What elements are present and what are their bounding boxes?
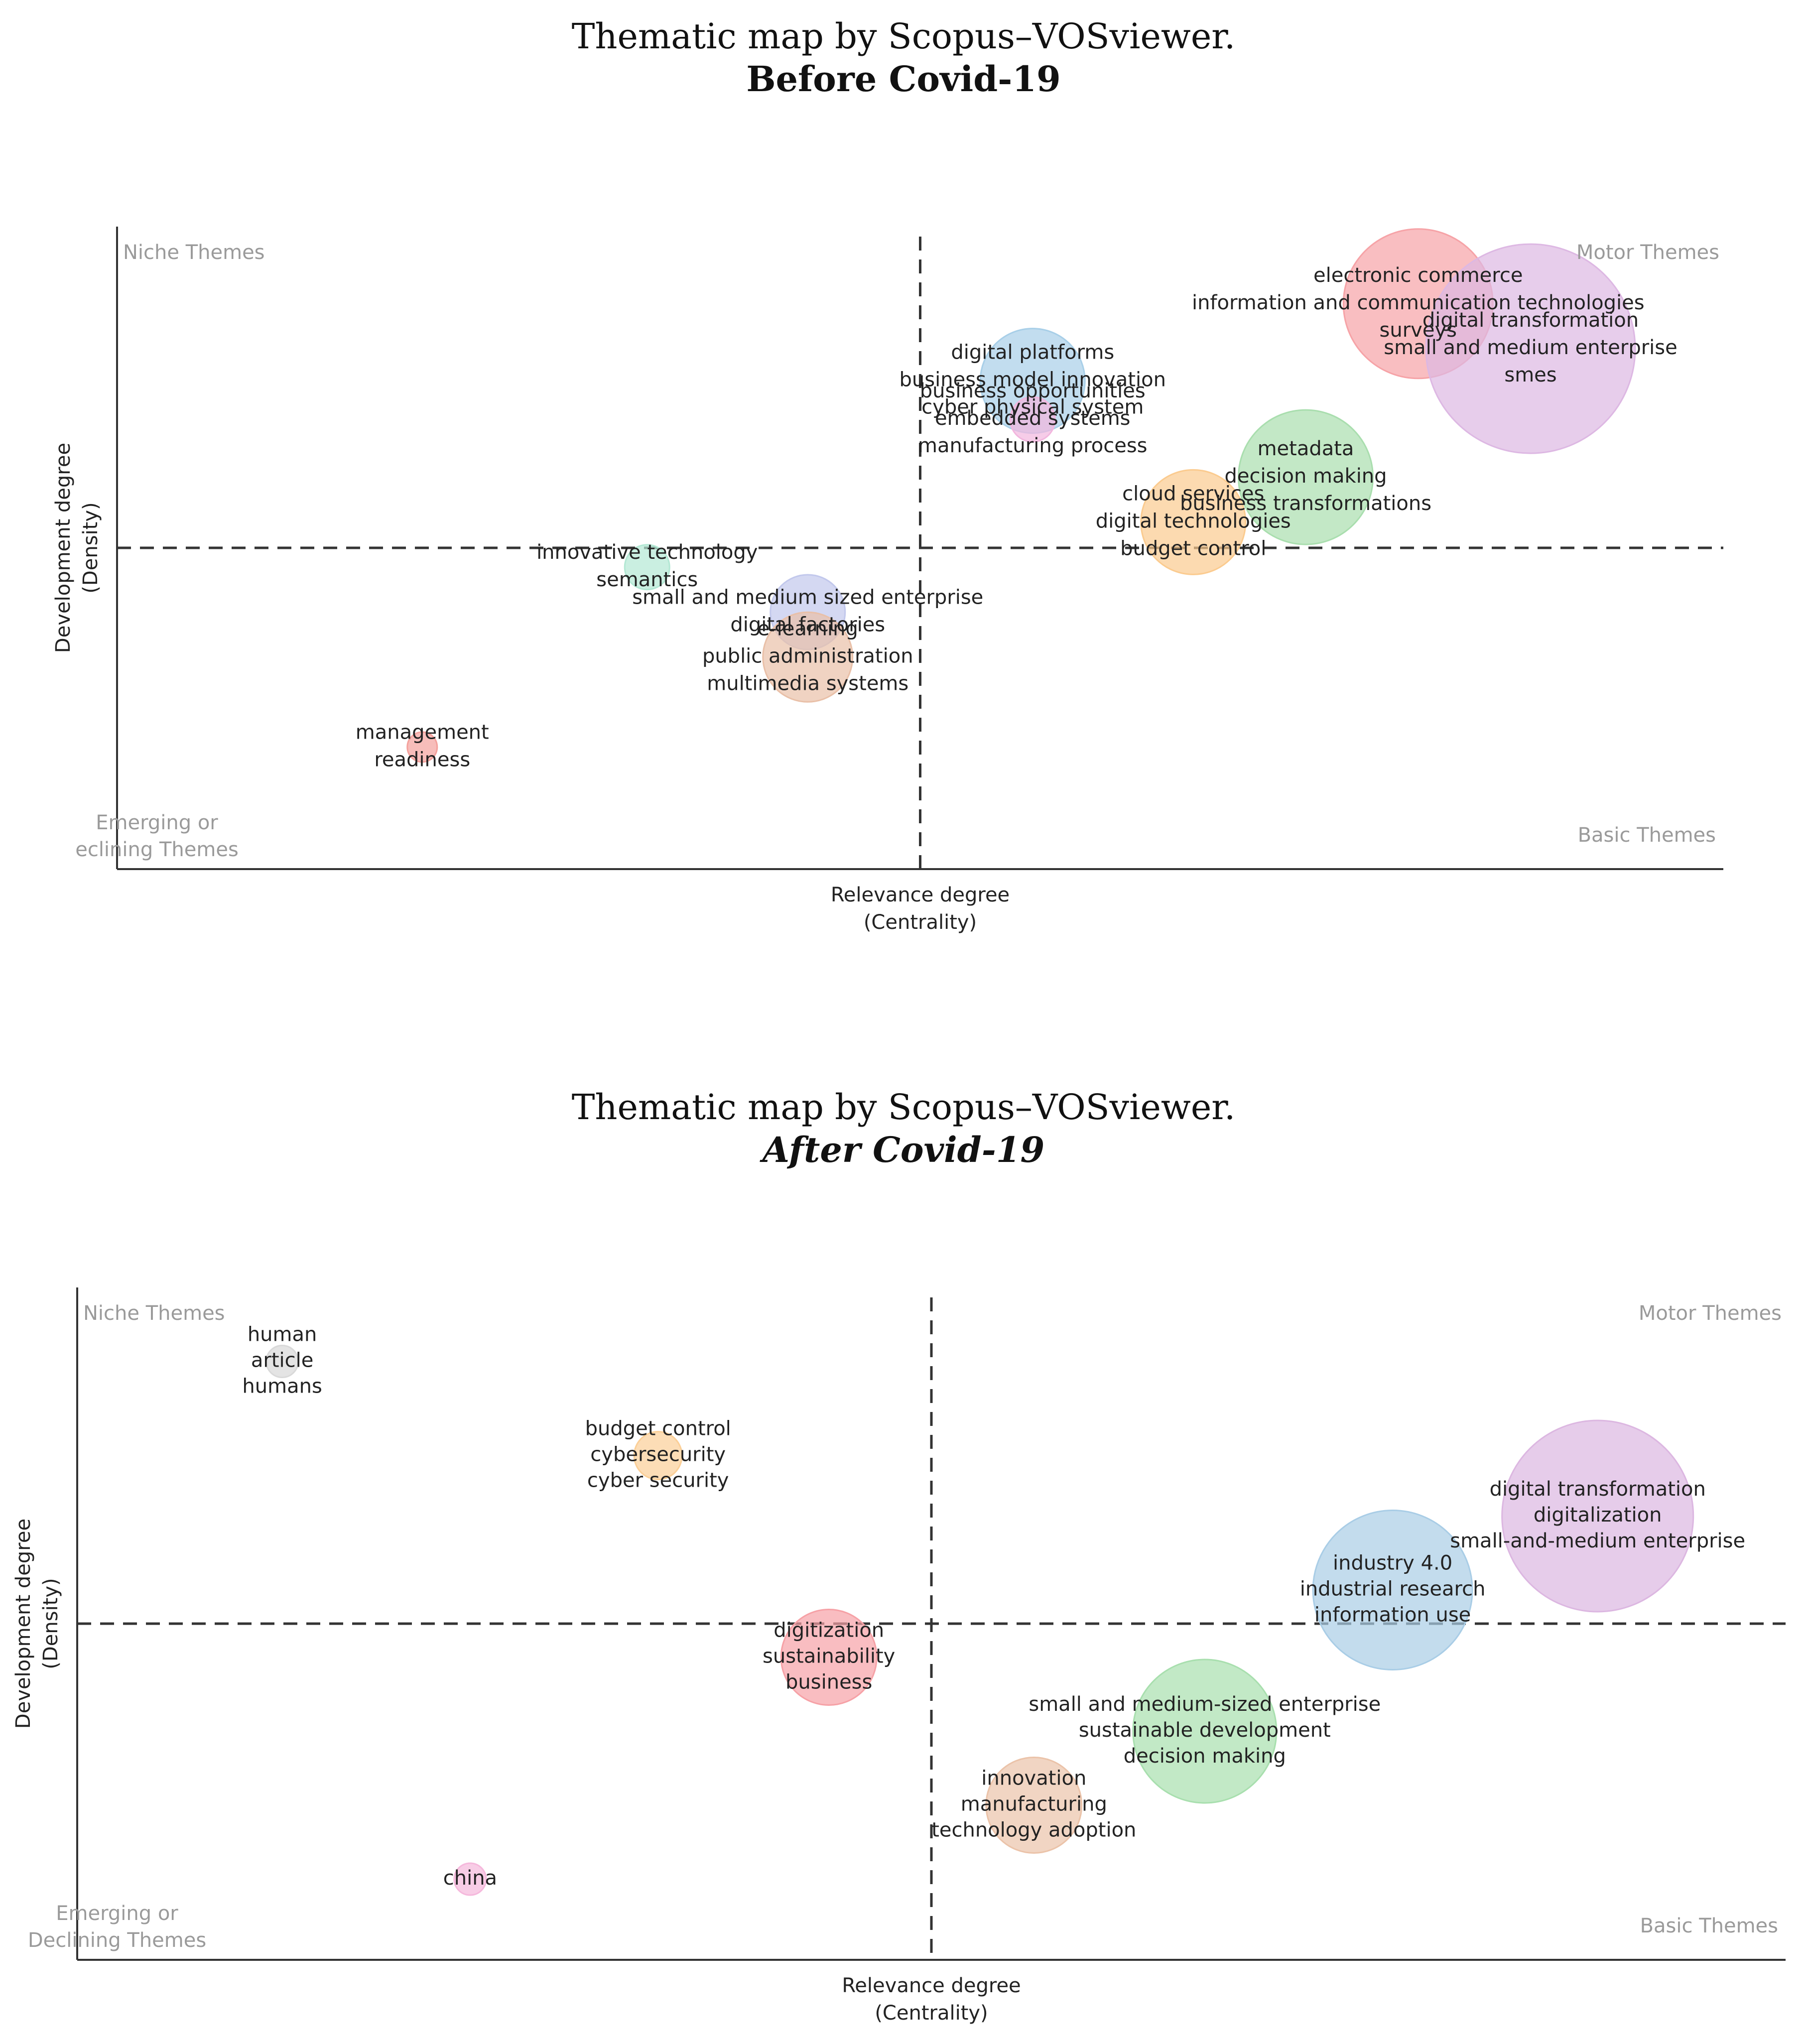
cluster-label: smes [1504,364,1556,386]
chart-subtitle: After Covid-19 [762,1129,1045,1170]
y-axis-label: Development degree [12,1519,35,1729]
y-axis-label: (Density) [39,1578,62,1669]
cluster-label: business transformations [1180,492,1431,515]
cluster-label: digitization [774,1619,884,1642]
cluster-label: manufacturing [961,1793,1107,1816]
cluster-label: industrial research [1300,1578,1486,1601]
quadrant-label-niche: Niche Themes [123,241,265,264]
cluster-label: embedded systems [935,407,1131,430]
chart-title-text: Thematic map by Scopus–VOSviewer. [571,16,1236,57]
cluster-bubble [624,544,670,591]
chart-title-text: Thematic map by Scopus–VOSviewer. [571,1087,1236,1128]
cluster-label: budget control [585,1417,731,1440]
cluster-label: surveys [1380,319,1457,342]
chart-subtitle: Before Covid-19 [746,58,1061,100]
cluster-label: cyber security [587,1469,729,1492]
cluster-label: human [248,1323,317,1346]
cluster-label: electronic commerce [1313,264,1523,287]
cluster-label: semantics [596,568,698,591]
cluster-label: information and communication technologi… [1192,291,1645,314]
cluster-label: digital factories [730,614,885,637]
cluster-bubble [985,1757,1083,1854]
cluster-label: technology adoption [931,1819,1136,1842]
x-axis-label: (Centrality) [864,911,977,934]
y-axis-label: (Density) [79,502,102,593]
cluster-bubble [633,1431,683,1480]
chart-title-before: Thematic map by Scopus–VOSviewer. Before… [0,15,1807,101]
x-axis-label: (Centrality) [875,2002,988,2025]
cluster-label: innovation [981,1767,1086,1790]
cluster-bubble [780,1609,878,1706]
cluster-label: small and medium enterprise [1384,336,1677,359]
quadrant-label-emerging: Declining Themes [28,1929,206,1952]
cluster-label: innovative technology [536,541,758,564]
cluster-label: small and medium-sized enterprise [1029,1693,1381,1716]
cluster-label: cyber physical system [921,396,1144,419]
cluster-label: management [356,721,489,744]
cluster-label: china [443,1867,497,1890]
cluster-bubble [1501,1419,1694,1613]
cluster-label: small-and-medium enterprise [1450,1530,1745,1552]
cluster-bubble [1238,409,1374,545]
cluster-label: digital technologies [1096,510,1291,532]
cluster-label: humans [242,1375,322,1398]
cluster-bubble [1140,469,1247,575]
cluster-label: small and medium sized enterprise [632,586,983,609]
x-axis-label: Relevance degree [831,884,1010,906]
cluster-bubble [1009,396,1056,443]
cluster-label: digital transformation [1490,1478,1706,1501]
cluster-label: metadata [1258,437,1354,460]
thematic-map-after: human article humans budget control cybersec… [12,1287,1786,2025]
cluster-label: article [251,1349,313,1372]
cluster-label: sustainability [763,1645,895,1668]
cluster-label: manufacturing process [918,434,1148,457]
cluster-label: multimedia systems [707,672,908,695]
cluster-label: readiness [374,748,470,771]
cluster-bubble [1425,243,1636,454]
cluster-bubble [1132,1659,1278,1804]
quadrant-label-basic: Basic Themes [1578,824,1716,847]
cluster-label: sustainable development [1079,1719,1331,1742]
cluster-label: decision making [1124,1745,1286,1768]
quadrant-label-emerging: Emerging or [96,811,218,834]
cluster-label: business model innovation [900,369,1166,391]
cluster-label: information use [1314,1604,1471,1627]
cluster-label: digital platforms [951,341,1114,364]
thematic-map-before: electronic commerce information and commu… [52,227,1723,934]
cluster-label: public administration [702,644,913,667]
quadrant-label-basic: Basic Themes [1640,1915,1778,1937]
chart-title-after: Thematic map by Scopus–VOSviewer. After … [0,1086,1807,1171]
cluster-label: cloud services [1122,482,1264,505]
quadrant-label-niche: Niche Themes [83,1302,225,1325]
cluster-bubble [1312,1510,1473,1670]
quadrant-label-motor: Motor Themes [1639,1302,1782,1325]
cluster-bubble [406,731,438,763]
cluster-label: cybersecurity [590,1443,726,1466]
cluster-label: decision making [1224,465,1387,488]
cluster-bubble [762,611,854,703]
cluster-label: industry 4.0 [1333,1552,1452,1575]
cluster-bubble [265,1345,299,1378]
quadrant-label-emerging: eclining Themes [75,838,239,861]
cluster-label: business opportunities [920,380,1146,402]
y-axis-label: Development degree [52,443,75,653]
cluster-label: digital transformation [1422,309,1639,332]
cluster-bubble [453,1862,487,1896]
cluster-label: business [785,1671,872,1694]
cluster-label: e-learning [758,617,858,640]
cluster-label: budget control [1120,537,1266,560]
quadrant-label-motor: Motor Themes [1576,241,1719,264]
cluster-label: digitalization [1534,1504,1662,1527]
quadrant-label-emerging: Emerging or [56,1902,178,1925]
x-axis-label: Relevance degree [842,1974,1021,1997]
